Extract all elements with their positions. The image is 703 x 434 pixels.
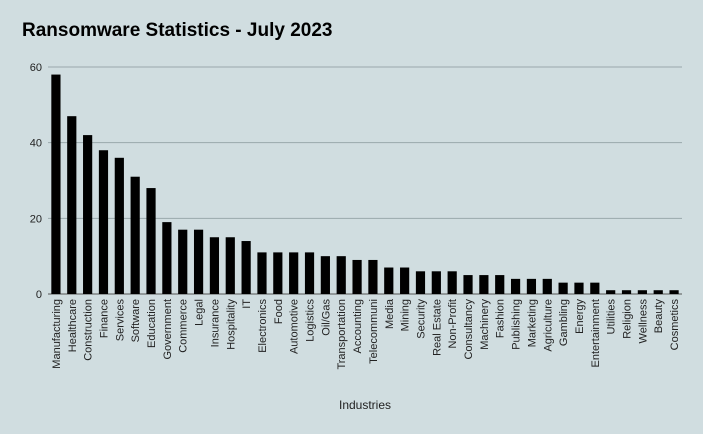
x-tick-label: Accounting <box>352 299 364 353</box>
bar <box>162 222 172 294</box>
x-tick-label: Hospitality <box>225 299 237 350</box>
bar <box>400 267 410 294</box>
bar <box>669 290 679 294</box>
x-tick-label: Logistics <box>305 299 317 342</box>
y-tick-label: 20 <box>30 213 42 225</box>
x-tick-label: Transportation <box>336 299 348 370</box>
x-tick-label: Education <box>146 299 158 348</box>
bar <box>130 176 140 294</box>
bar <box>273 252 283 294</box>
grid-layer <box>48 66 682 295</box>
x-tick-label: Religion <box>622 299 634 339</box>
bar <box>336 256 346 294</box>
x-tick-label: IT <box>241 299 253 309</box>
bar <box>320 256 330 294</box>
bar <box>621 290 632 294</box>
bar <box>526 278 537 294</box>
x-tick-label: Food <box>273 299 285 324</box>
bar <box>146 188 156 294</box>
bar <box>495 275 505 294</box>
bar <box>178 229 188 294</box>
x-tick-label: Machinery <box>479 299 491 350</box>
bar <box>653 290 663 294</box>
bar <box>51 74 61 294</box>
bar <box>225 237 235 294</box>
bar <box>479 275 489 294</box>
bar <box>209 237 220 294</box>
bar <box>510 278 521 294</box>
x-tick-label: Fashion <box>495 299 507 338</box>
x-tick-label: Finance <box>98 299 110 338</box>
x-axis-title: Industries <box>339 398 391 412</box>
bar <box>574 282 584 294</box>
x-tick-label: Services <box>114 299 126 342</box>
bar <box>67 116 77 294</box>
x-tick-label: Manufacturing <box>51 299 63 369</box>
bar <box>83 135 93 294</box>
bar <box>257 252 267 294</box>
x-tick-label: Government <box>162 299 174 360</box>
bar <box>193 229 204 294</box>
bar <box>590 282 600 294</box>
x-tick-label: Publishing <box>511 299 523 350</box>
x-tick-label: Gambling <box>558 299 570 346</box>
x-tick-label: Automotive <box>289 299 301 354</box>
x-tick-label: Wellness <box>637 299 649 344</box>
label-layer: 0 20 40 60 Manufacturing Healthcare Constructi… <box>30 62 681 370</box>
bar <box>637 290 647 294</box>
x-tick-label: Mining <box>400 299 412 331</box>
bar <box>431 271 441 294</box>
bar <box>241 241 251 294</box>
bar <box>384 267 394 294</box>
bar <box>558 282 568 294</box>
x-tick-label: Telecommuni <box>368 299 380 364</box>
x-tick-label: Insurance <box>209 299 221 347</box>
y-tick-label: 40 <box>30 138 42 150</box>
bar <box>114 157 124 294</box>
x-tick-label: Marketing <box>526 299 538 347</box>
x-tick-label: Agriculture <box>542 299 554 352</box>
bar <box>447 271 457 294</box>
x-tick-label: Cosmetics <box>669 299 681 351</box>
x-tick-label: Electronics <box>257 299 269 353</box>
x-tick-label: Non-Profit <box>447 299 459 349</box>
x-tick-label: Utilities <box>606 299 618 335</box>
x-tick-label: Security <box>415 299 427 339</box>
x-tick-label: Entertainment <box>590 299 602 367</box>
x-tick-label: Energy <box>574 299 586 334</box>
bar <box>352 259 362 294</box>
x-tick-label: Legal <box>194 299 206 326</box>
x-tick-label: Software <box>130 299 142 342</box>
x-tick-label: Oil/Gas <box>320 299 332 336</box>
x-tick-label: Real Estate <box>431 299 443 356</box>
bar <box>98 150 109 294</box>
x-tick-label: Commerce <box>178 299 190 353</box>
y-tick-label: 60 <box>30 62 42 74</box>
bar <box>368 259 378 294</box>
x-tick-label: Construction <box>83 299 95 361</box>
y-tick-label: 0 <box>36 289 42 301</box>
bar <box>289 252 299 294</box>
chart-title: Ransomware Statistics - July 2023 <box>22 20 333 41</box>
bar <box>463 275 473 294</box>
bar <box>304 252 315 294</box>
bar <box>542 278 552 294</box>
bar <box>415 271 426 294</box>
x-tick-label: Media <box>384 298 396 329</box>
x-tick-label: Healthcare <box>67 299 79 352</box>
x-tick-label: Consultancy <box>463 299 475 360</box>
x-tick-label: Beauty <box>653 299 665 334</box>
bar-layer <box>51 74 679 294</box>
bar <box>606 290 616 294</box>
